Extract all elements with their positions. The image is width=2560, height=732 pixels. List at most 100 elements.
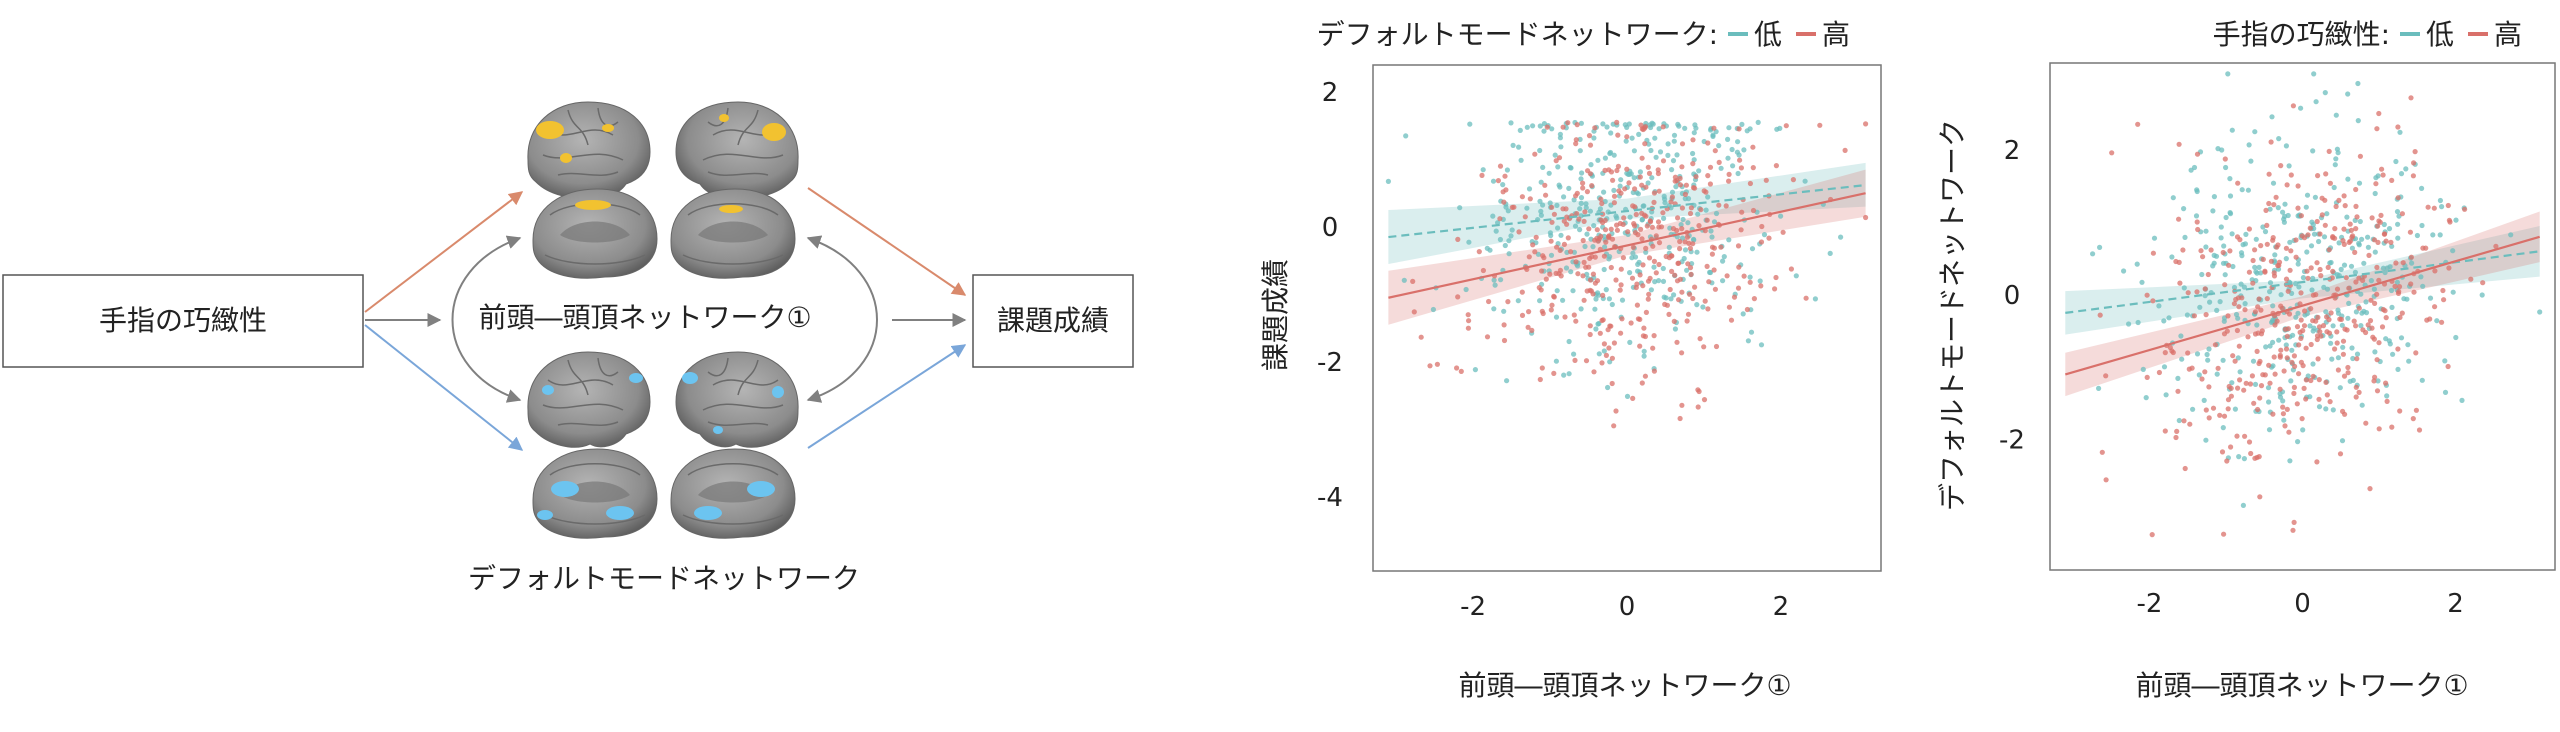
scatter-point-low xyxy=(2166,315,2172,321)
scatter-point-high xyxy=(1651,333,1657,339)
scatter-point-low xyxy=(1607,359,1613,365)
scatter-point-high xyxy=(2380,172,2386,178)
scatter-point-low xyxy=(1668,296,1674,302)
scatter-point-low xyxy=(1690,150,1696,157)
scatter-point-low xyxy=(2266,399,2272,405)
scatter-point-high xyxy=(1653,270,1659,276)
scatter-point-low xyxy=(2324,286,2331,292)
scatter-point-low xyxy=(2277,394,2284,400)
scatter-point-high xyxy=(1611,423,1617,429)
scatter-point-high xyxy=(2294,401,2300,407)
scatter-point-high xyxy=(2345,364,2351,371)
scatter-point-high xyxy=(2235,180,2241,186)
scatter-point-high xyxy=(1533,234,1539,240)
scatter-point-high xyxy=(2257,494,2263,500)
scatter-point-low xyxy=(1493,228,1499,234)
scatter-point-low xyxy=(1506,238,1512,244)
scatter-point-high xyxy=(2285,288,2291,294)
scatter-point-low xyxy=(1735,139,1741,145)
scatter-point-high xyxy=(2285,326,2291,332)
scatter-point-low xyxy=(2181,206,2187,212)
scatter-point-high xyxy=(2316,396,2322,402)
scatter-point-low xyxy=(2356,180,2363,186)
scatter-point-high xyxy=(2302,308,2308,314)
scatter-point-low xyxy=(1547,230,1553,236)
scatter-point-high xyxy=(2273,194,2279,200)
scatter-point-high xyxy=(1634,302,1640,308)
scatter-point-high xyxy=(1602,227,1609,233)
scatter-point-low xyxy=(2140,366,2146,372)
brain-medial-icon xyxy=(532,448,658,539)
scatter-point-high xyxy=(2231,301,2237,307)
scatter-point-low xyxy=(1627,270,1633,276)
scatter-point-high xyxy=(1601,253,1607,259)
scatter-point-high xyxy=(1726,178,1732,184)
source-label: 手指の巧緻性 xyxy=(99,304,267,337)
scatter-point-high xyxy=(1651,199,1657,205)
scatter-point-low xyxy=(1590,244,1596,250)
scatter-point-low xyxy=(2459,397,2465,403)
scatter-point-low xyxy=(1604,124,1610,130)
scatter-point-high xyxy=(2272,371,2278,377)
scatter-point-high xyxy=(1519,312,1526,318)
scatter-point-low xyxy=(2223,164,2229,171)
scatter-point-low xyxy=(1554,202,1560,208)
scatter-point-low xyxy=(2323,309,2329,315)
scatter-point-low xyxy=(2386,226,2393,232)
scatter-point-high xyxy=(1525,324,1531,330)
scatter-point-low xyxy=(2434,318,2440,324)
scatter-point-high xyxy=(2395,195,2401,201)
scatter-point-low xyxy=(1577,148,1583,154)
scatter-point-high xyxy=(1602,167,1608,173)
scatter-point-high xyxy=(1497,216,1503,222)
scatter-point-high xyxy=(1656,240,1663,246)
scatter-point-high xyxy=(2314,218,2320,225)
scatter-point-high xyxy=(1580,273,1586,279)
scatter-point-high xyxy=(2156,369,2162,376)
scatter-point-high xyxy=(2246,439,2253,445)
scatter-point-high xyxy=(2299,416,2305,422)
chart1-legend-title: デフォルトモードネットワーク: xyxy=(1317,18,1718,51)
scatter-point-low xyxy=(2287,239,2293,245)
scatter-point-high xyxy=(1465,325,1471,331)
brain-lateral-icon xyxy=(527,351,651,448)
scatter-point-high xyxy=(1598,196,1604,202)
scatter-point-low xyxy=(1509,227,1515,233)
scatter-point-high xyxy=(1679,289,1685,295)
target-label: 課題成績 xyxy=(997,304,1109,337)
scatter-point-high xyxy=(2182,465,2188,472)
scatter-point-high xyxy=(2332,226,2338,232)
scatter-point-high xyxy=(1628,320,1634,326)
scatter-point-high xyxy=(2468,276,2474,282)
scatter-point-high xyxy=(1606,233,1612,239)
scatter-point-high xyxy=(1724,273,1730,279)
scatter-point-high xyxy=(2270,411,2276,417)
scatter-point-low xyxy=(1694,249,1700,255)
scatter-point-high xyxy=(2191,313,2197,319)
scatter-point-high xyxy=(2369,215,2375,221)
scatter-point-high xyxy=(1750,165,1756,171)
scatter-point-low xyxy=(1758,342,1765,348)
scatter-point-high xyxy=(1591,369,1597,375)
scatter-point-high xyxy=(2352,249,2358,255)
scatter-point-low xyxy=(1777,125,1783,131)
scatter-point-high xyxy=(2226,262,2232,268)
diagram: 手指の巧緻性 課題成績 前頭―頭頂ネットワーク① xyxy=(2,101,1134,595)
scatter-point-high xyxy=(1530,242,1536,248)
scatter-point-low xyxy=(2330,323,2336,329)
scatter-point-high xyxy=(1620,255,1626,261)
scatter-point-low xyxy=(1558,144,1564,150)
scatter-point-high xyxy=(2257,358,2263,364)
scatter-point-low xyxy=(1591,223,1597,229)
scatter-point-high xyxy=(2462,206,2468,212)
scatter-point-high xyxy=(2205,271,2211,278)
scatter-point-high xyxy=(2259,328,2265,334)
scatter-point-high xyxy=(2228,444,2234,450)
scatter-point-high xyxy=(1611,193,1618,199)
scatter-point-low xyxy=(1649,175,1655,181)
scatter-point-low xyxy=(2218,235,2224,241)
scatter-point-high xyxy=(2347,221,2353,227)
scatter-point-high xyxy=(2353,323,2359,329)
scatter-point-high xyxy=(2376,277,2382,283)
scatter-point-high xyxy=(1735,243,1742,249)
